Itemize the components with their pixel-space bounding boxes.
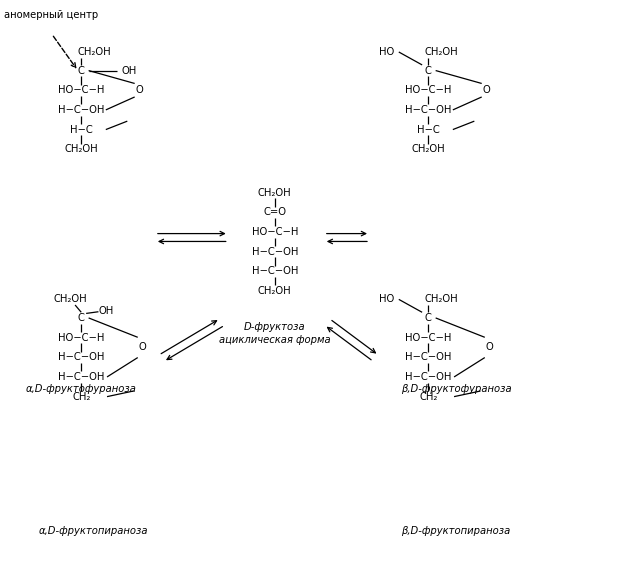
Text: H−C−OH: H−C−OH [58,105,104,115]
Text: α,D-фруктопираноза: α,D-фруктопираноза [39,526,148,536]
Text: C=O: C=O [263,207,286,217]
Text: CH₂: CH₂ [419,392,437,402]
Text: CH₂OH: CH₂OH [425,47,458,57]
Text: H−C: H−C [417,124,440,134]
Text: OH: OH [99,306,114,316]
Text: O: O [486,342,494,353]
Text: OH: OH [121,66,136,76]
Text: H−C−OH: H−C−OH [405,352,452,362]
Text: C: C [78,66,85,76]
Text: HO−C−H: HO−C−H [252,227,298,237]
Text: O: O [139,342,146,353]
Text: HO−C−H: HO−C−H [405,85,452,95]
Text: аномерный центр: аномерный центр [4,10,99,20]
Text: HO−C−H: HO−C−H [58,85,104,95]
Text: CH₂OH: CH₂OH [412,144,445,154]
Text: H−C−OH: H−C−OH [405,372,452,382]
Text: H−C−OH: H−C−OH [405,105,452,115]
Text: CH₂OH: CH₂OH [258,286,291,296]
Text: C: C [425,313,432,323]
Text: HO−C−H: HO−C−H [405,333,452,342]
Text: HO: HO [379,294,394,305]
Text: H−C−OH: H−C−OH [58,352,104,362]
Text: H−C−OH: H−C−OH [252,246,298,257]
Text: CH₂OH: CH₂OH [64,144,98,154]
Text: CH₂OH: CH₂OH [258,188,291,198]
Text: HO−C−H: HO−C−H [58,333,104,342]
Text: H−C−OH: H−C−OH [58,372,104,382]
Text: CH₂OH: CH₂OH [425,294,458,305]
Text: HO: HO [379,47,394,57]
Text: O: O [482,85,491,95]
Text: CH₂OH: CH₂OH [78,47,112,57]
Text: CH₂: CH₂ [72,392,91,402]
Text: β,D-фруктопираноза: β,D-фруктопираноза [401,526,510,536]
Text: D-фруктоза: D-фруктоза [244,323,305,332]
Text: CH₂OH: CH₂OH [53,294,87,305]
Text: H−C−OH: H−C−OH [252,266,298,276]
Text: O: O [136,85,144,95]
Text: α,D-фруктофураноза: α,D-фруктофураноза [26,384,137,394]
Text: ациклическая форма: ациклическая форма [219,336,331,345]
Text: β,D-фруктофураноза: β,D-фруктофураноза [400,384,511,394]
Text: H−C: H−C [70,124,93,134]
Text: C: C [78,313,85,323]
Text: C: C [425,66,432,76]
